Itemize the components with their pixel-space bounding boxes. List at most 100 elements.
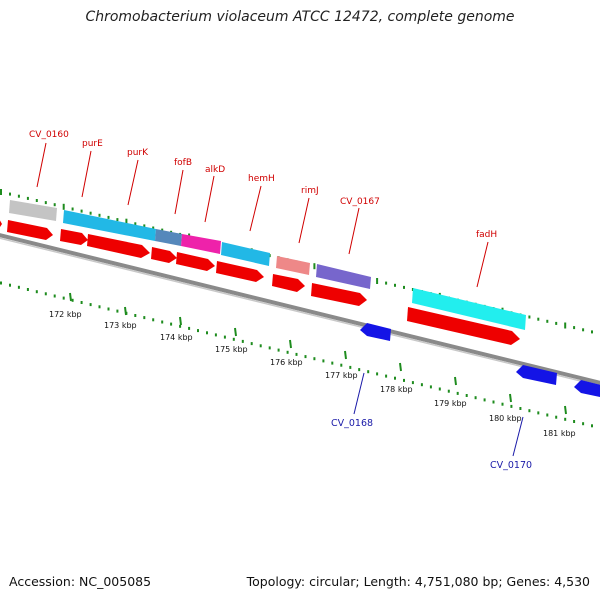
ring-dot [80, 301, 83, 304]
ring-dot [394, 376, 396, 380]
ring-dot [53, 203, 56, 207]
forward-cds-track [0, 220, 520, 345]
reverse-gene-labels: CV_0168 CV_0170 [331, 418, 532, 471]
cds-arrow [311, 283, 367, 306]
ring-dot [9, 283, 11, 287]
ring-dot [0, 281, 2, 285]
ring-dot [546, 319, 549, 323]
ring-dot [519, 407, 522, 410]
gene-label-reverse: CV_0170 [490, 460, 532, 471]
ring-dot [429, 385, 432, 389]
ring-dot [385, 374, 388, 378]
ring-dot [411, 288, 414, 291]
ring-dot [573, 420, 576, 423]
ring-dot [438, 387, 441, 391]
ring-dot [501, 402, 504, 406]
ring-dot [241, 339, 244, 343]
cds-arrow [0, 220, 2, 227]
inner-dot-ring [0, 281, 593, 428]
ring-dot [528, 315, 531, 319]
ring-dot [555, 415, 558, 419]
ring-dot [340, 363, 343, 367]
backbone-shadow [0, 237, 600, 387]
ring-dot [71, 298, 74, 302]
ring-dot [35, 199, 38, 202]
ring-dot [134, 314, 137, 317]
cog-bar [9, 200, 57, 221]
cog-bar [63, 210, 156, 241]
ring-dot [9, 192, 11, 196]
ring-dot [358, 368, 361, 372]
scale-label: 172 kbp [49, 310, 82, 319]
gene-label: purE [82, 139, 103, 149]
ring-dot [295, 352, 298, 356]
ring-dot [277, 348, 280, 352]
ring-dot [376, 278, 379, 284]
ring-dot [582, 328, 585, 332]
forward-label-lines [36, 142, 489, 288]
cog-bar [221, 242, 270, 266]
map-title: Chromobacterium violaceum ATCC 12472, co… [85, 9, 515, 25]
ring-dot [394, 283, 396, 287]
ring-dot [304, 355, 307, 359]
cds-arrow-reverse [516, 365, 557, 385]
ring-dot [161, 228, 164, 232]
ring-dot [134, 222, 137, 226]
ring-dot [152, 318, 155, 322]
ring-dot [0, 189, 2, 195]
scale-label: 176 kbp [270, 358, 303, 367]
scale-label: 178 kbp [380, 385, 413, 394]
ring-dot [26, 196, 29, 200]
ring-dot [564, 322, 567, 329]
ring-dot [376, 372, 379, 376]
ring-dot [26, 288, 29, 291]
ring-dot [116, 309, 119, 313]
cog-bar [412, 288, 526, 330]
ring-dot [403, 285, 405, 289]
ring-dot [62, 296, 65, 300]
accession-text: Accession: NC_005085 [9, 574, 152, 589]
ring-dot [107, 307, 110, 311]
ring-dot [537, 411, 540, 415]
cog-bar [181, 234, 221, 254]
cog-bars [9, 200, 526, 330]
ring-dot [447, 389, 450, 393]
gene-label: CV_0160 [29, 130, 69, 140]
gene-label: fadH [476, 230, 497, 240]
ring-dot [71, 207, 74, 211]
ring-dot [492, 400, 495, 404]
ring-dot [465, 394, 468, 397]
ring-dot [206, 331, 208, 335]
ring-dot [537, 317, 540, 321]
ring-dot [483, 398, 486, 402]
ring-dot [564, 417, 567, 421]
reverse-label-lines [353, 372, 524, 457]
ring-dot [143, 316, 146, 320]
scale-ticks [69, 292, 567, 415]
scale-label: 181 kbp [543, 429, 576, 438]
ring-dot [582, 422, 585, 426]
ring-dot [116, 218, 119, 222]
ring-dot [403, 378, 405, 382]
scale-labels: 172 kbp 173 kbp 174 kbp 175 kbp 176 kbp … [49, 310, 576, 438]
scale-label: 180 kbp [489, 414, 522, 423]
ring-dot [98, 305, 101, 309]
ring-dot [367, 370, 370, 374]
ring-dot [80, 209, 83, 213]
scale-label: 177 kbp [325, 371, 358, 380]
ring-dot [331, 361, 334, 365]
ring-dot [35, 290, 38, 294]
ring-dot [591, 424, 593, 428]
cds-arrow [272, 274, 305, 292]
ring-dot [591, 330, 593, 334]
ring-dot [322, 359, 325, 363]
scale-label: 175 kbp [215, 345, 248, 354]
ring-dot [197, 329, 199, 333]
backbone-line [0, 233, 600, 385]
ring-dot [573, 326, 576, 330]
cog-bar [276, 256, 310, 275]
ring-dot [250, 342, 253, 346]
gene-label: rimJ [301, 186, 319, 196]
ring-dot [44, 292, 47, 296]
